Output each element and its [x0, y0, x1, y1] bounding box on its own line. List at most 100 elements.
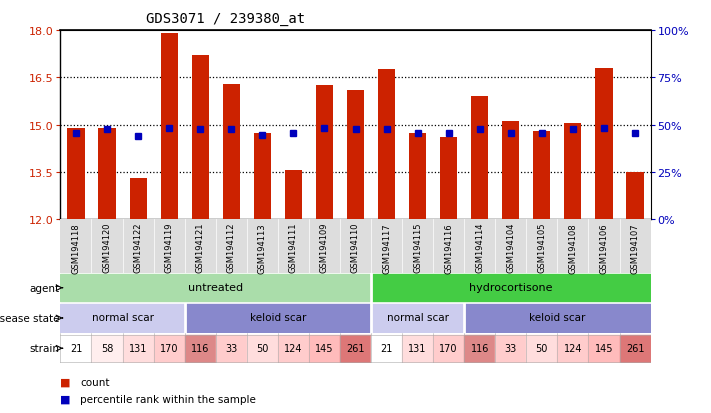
Bar	[464, 305, 651, 332]
Bar	[565, 124, 582, 220]
Text: 21: 21	[70, 343, 82, 353]
Text: normal scar: normal scar	[387, 313, 449, 323]
Bar	[533, 132, 550, 220]
Bar	[464, 220, 496, 273]
Bar	[154, 335, 185, 362]
Text: 131: 131	[129, 343, 147, 353]
Text: GSM194108: GSM194108	[568, 222, 577, 273]
Bar	[92, 335, 122, 362]
Text: agent: agent	[29, 283, 60, 293]
Bar	[496, 220, 526, 273]
Text: strain: strain	[29, 343, 60, 354]
Bar	[60, 275, 371, 301]
Text: GSM194107: GSM194107	[631, 222, 639, 273]
Bar	[589, 335, 619, 362]
Bar	[154, 220, 185, 273]
Text: GSM194119: GSM194119	[165, 222, 173, 273]
Text: 116: 116	[191, 343, 210, 353]
Text: disease state: disease state	[0, 313, 60, 323]
Text: GSM194110: GSM194110	[351, 222, 360, 273]
Bar	[433, 335, 464, 362]
Bar	[185, 335, 215, 362]
Bar	[371, 335, 402, 362]
Bar	[378, 70, 395, 220]
Bar	[192, 56, 209, 220]
Text: keloid scar: keloid scar	[250, 313, 306, 323]
Bar	[347, 91, 364, 220]
Text: 50: 50	[535, 343, 548, 353]
Bar	[278, 220, 309, 273]
Text: GSM194116: GSM194116	[444, 222, 453, 273]
Text: normal scar: normal scar	[92, 313, 154, 323]
Bar	[254, 133, 271, 220]
Text: 124: 124	[284, 343, 303, 353]
Bar	[99, 128, 116, 220]
Text: untreated: untreated	[188, 282, 243, 292]
Text: GSM194105: GSM194105	[538, 222, 546, 273]
Bar	[371, 275, 651, 301]
Bar	[464, 335, 496, 362]
Text: keloid scar: keloid scar	[529, 313, 586, 323]
Bar	[215, 220, 247, 273]
Bar	[185, 220, 215, 273]
Bar	[68, 128, 85, 220]
Text: GSM194122: GSM194122	[134, 222, 143, 273]
Bar	[223, 84, 240, 220]
Text: GSM194109: GSM194109	[320, 222, 329, 273]
Bar	[557, 220, 589, 273]
Bar	[161, 34, 178, 220]
Text: GSM194104: GSM194104	[506, 222, 515, 273]
Bar	[371, 305, 464, 332]
Bar	[409, 133, 426, 220]
Text: ■: ■	[60, 377, 71, 387]
Bar	[595, 69, 612, 220]
Bar	[309, 220, 340, 273]
Text: GSM194106: GSM194106	[599, 222, 609, 273]
Text: ■: ■	[60, 394, 71, 404]
Text: GSM194114: GSM194114	[475, 222, 484, 273]
Bar	[496, 335, 526, 362]
Bar	[316, 86, 333, 220]
Text: 21: 21	[380, 343, 392, 353]
Text: 145: 145	[315, 343, 333, 353]
Text: GSM194118: GSM194118	[72, 222, 80, 273]
Bar	[215, 335, 247, 362]
Text: 58: 58	[101, 343, 113, 353]
Text: count: count	[80, 377, 109, 387]
Bar	[247, 335, 278, 362]
Bar	[278, 335, 309, 362]
Text: GSM194120: GSM194120	[102, 222, 112, 273]
Bar	[129, 179, 146, 220]
Text: 50: 50	[256, 343, 269, 353]
Bar	[309, 335, 340, 362]
Bar	[185, 305, 371, 332]
Text: GDS3071 / 239380_at: GDS3071 / 239380_at	[146, 12, 305, 26]
Bar	[60, 305, 185, 332]
Text: 145: 145	[594, 343, 613, 353]
Text: GSM194112: GSM194112	[227, 222, 236, 273]
Bar	[440, 138, 457, 220]
Bar	[122, 220, 154, 273]
Text: GSM194111: GSM194111	[289, 222, 298, 273]
Bar	[619, 220, 651, 273]
Text: 261: 261	[626, 343, 644, 353]
Text: GSM194121: GSM194121	[196, 222, 205, 273]
Text: hydrocortisone: hydrocortisone	[469, 282, 552, 292]
Bar	[247, 220, 278, 273]
Bar	[433, 220, 464, 273]
Text: percentile rank within the sample: percentile rank within the sample	[80, 394, 256, 404]
Bar	[340, 335, 371, 362]
Bar	[285, 171, 302, 220]
Text: GSM194117: GSM194117	[382, 222, 391, 273]
Bar	[371, 220, 402, 273]
Bar	[557, 335, 589, 362]
Bar	[471, 97, 488, 220]
Text: 33: 33	[225, 343, 237, 353]
Text: 261: 261	[346, 343, 365, 353]
Text: GSM194115: GSM194115	[413, 222, 422, 273]
Text: 170: 170	[160, 343, 178, 353]
Bar	[526, 220, 557, 273]
Text: 131: 131	[408, 343, 427, 353]
Bar	[122, 335, 154, 362]
Text: 124: 124	[564, 343, 582, 353]
